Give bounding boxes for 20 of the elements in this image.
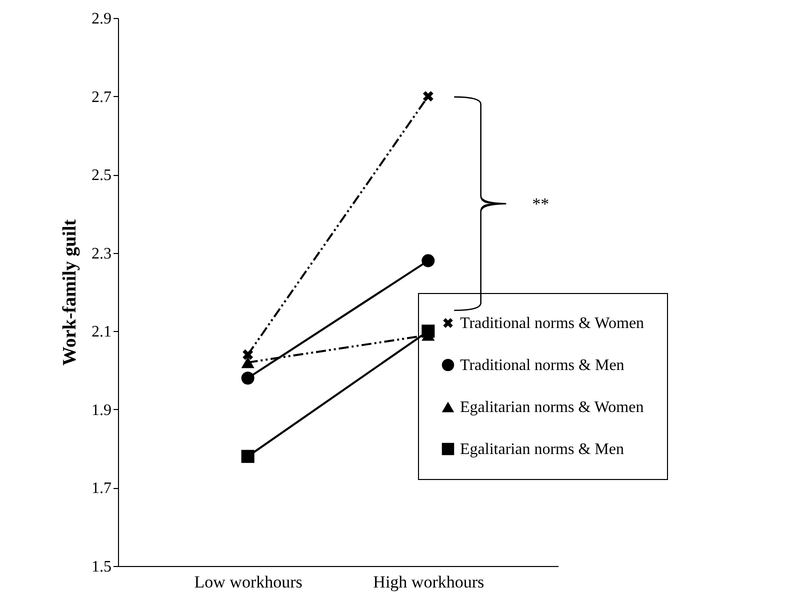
point <box>422 91 434 102</box>
legend-label: Traditional norms & Women <box>460 315 644 332</box>
y-tick-label: 2.5 <box>92 167 112 184</box>
y-tick-label: 2.7 <box>92 88 112 106</box>
legend-label: Egalitarian norms & Women <box>460 399 644 416</box>
y-axis-title: Work-family guilt <box>60 218 80 366</box>
point <box>241 450 254 463</box>
y-tick-label: 2.1 <box>92 324 112 341</box>
point <box>241 372 254 385</box>
y-tick-label: 2.9 <box>92 10 112 28</box>
legend-label: Egalitarian norms & Men <box>460 441 624 458</box>
annotation: ** <box>532 194 550 214</box>
y-tick-label: 1.9 <box>92 402 112 419</box>
y-tick-label: 2.3 <box>92 245 112 262</box>
y-tick-label: 1.7 <box>92 480 112 498</box>
x-tick-label: Low workhours <box>194 572 302 592</box>
legend-label: Traditional norms & Men <box>460 357 624 374</box>
x-tick-label: High workhours <box>373 572 484 592</box>
y-tick-label: 1.5 <box>92 558 112 576</box>
point <box>422 254 435 268</box>
